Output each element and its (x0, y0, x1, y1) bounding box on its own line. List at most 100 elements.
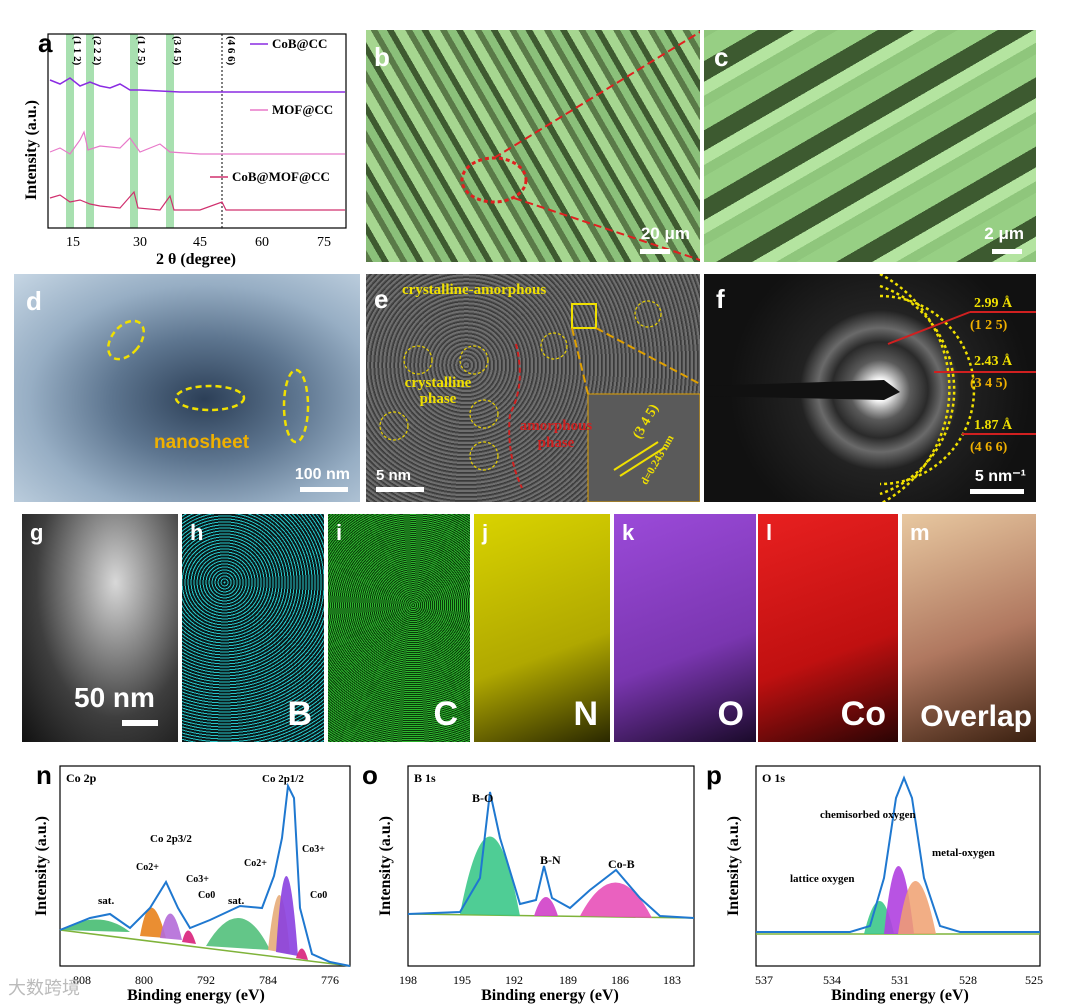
panel-o-xps-b1s: B 1s B-O B-N Co-B 198 195 192 189 186 18… (360, 758, 700, 1004)
svg-text:808: 808 (73, 973, 91, 987)
svg-text:534: 534 (823, 973, 841, 987)
svg-text:metal-oxygen: metal-oxygen (932, 847, 995, 859)
ring-1-d: 2.99 Å (974, 296, 1013, 311)
panel-label-h: h (190, 520, 204, 545)
svg-text:792: 792 (197, 973, 215, 987)
svg-text:30: 30 (133, 235, 147, 250)
svg-text:537: 537 (755, 973, 773, 987)
panel-label-b: b (374, 42, 390, 72)
panel-a-xrd: CoB@CC MOF@CC CoB@MOF@CC (1 1 2) (2 2 2)… (0, 20, 360, 270)
scale-bar-g (122, 720, 158, 726)
panel-label-p: p (706, 760, 722, 790)
svg-text:sat.: sat. (228, 895, 244, 907)
panel-label-f: f (716, 284, 725, 314)
scale-label-c: 2 μm (984, 224, 1024, 243)
xrd-chart: CoB@CC MOF@CC CoB@MOF@CC (1 1 2) (2 2 2)… (23, 33, 347, 268)
element-label-b: B (287, 695, 312, 733)
svg-text:MOF@CC: MOF@CC (272, 102, 333, 117)
svg-text:Co 2p1/2: Co 2p1/2 (262, 773, 304, 785)
map-co: l Co (758, 514, 898, 742)
panel-c-sem: c 2 μm (704, 30, 1036, 262)
panel-label-k: k (622, 520, 635, 545)
scale-bar-e (376, 487, 424, 492)
scale-label-b: 20 μm (640, 224, 690, 243)
svg-text:(2 2 2): (2 2 2) (91, 36, 103, 66)
svg-text:B-O: B-O (472, 791, 493, 805)
watermark: 大数跨境 (8, 978, 80, 998)
svg-text:CoB@CC: CoB@CC (272, 36, 327, 51)
map-n: j N (474, 514, 610, 742)
svg-text:Binding energy (eV): Binding energy (eV) (831, 987, 969, 1004)
map-overlap: m Overlap (902, 514, 1036, 742)
nanosheet-annotation: nanosheet (154, 432, 250, 453)
ring-1-hkl: (1 2 5) (970, 318, 1008, 333)
crystalline-amorphous-title: crystalline-amorphous (402, 282, 547, 298)
svg-text:CoB@MOF@CC: CoB@MOF@CC (232, 169, 330, 184)
crystalline-phase-label: crystalline phase (404, 375, 472, 407)
svg-text:Co-B: Co-B (608, 857, 635, 871)
svg-text:15: 15 (66, 235, 80, 250)
svg-text:lattice oxygen: lattice oxygen (790, 873, 854, 885)
ring-2-hkl: (3 4 5) (970, 376, 1008, 391)
svg-text:45: 45 (193, 235, 207, 250)
panel-label-c: c (714, 42, 729, 72)
element-label-n: N (573, 695, 598, 733)
svg-text:75: 75 (317, 235, 331, 250)
panel-f-saed: f 2.99 Å (1 2 5) 2.43 Å (3 4 5) 1.87 Å (… (704, 274, 1036, 502)
svg-text:Co2+: Co2+ (136, 862, 159, 873)
scale-label-e: 5 nm (376, 467, 412, 484)
panel-label-l: l (766, 520, 773, 545)
svg-text:784: 784 (259, 973, 277, 987)
trace-cobmof (49, 190, 345, 211)
svg-text:O 1s: O 1s (762, 771, 785, 785)
svg-text:(1 2 5): (1 2 5) (135, 36, 147, 66)
panel-label-j: j (482, 520, 489, 545)
panel-d-tem: d nanosheet 100 nm (14, 274, 360, 502)
svg-text:Intensity (a.u.): Intensity (a.u.) (377, 816, 394, 916)
ring-2-d: 2.43 Å (974, 354, 1013, 369)
svg-text:Co3+: Co3+ (186, 874, 209, 885)
trace-cob (49, 77, 345, 93)
panel-g-haadf: g 50 nm (22, 514, 178, 742)
scale-label-d: 100 nm (294, 466, 350, 483)
panel-label-m: m (910, 520, 930, 545)
scale-bar-d (300, 487, 348, 492)
element-label-o: O (717, 695, 744, 733)
svg-text:Intensity (a.u.): Intensity (a.u.) (725, 816, 742, 916)
amorphous-phase-label: amorphous phase (519, 418, 593, 451)
svg-text:Co3+: Co3+ (302, 844, 325, 855)
svg-text:2 θ (degree): 2 θ (degree) (156, 251, 236, 268)
scale-bar-c (992, 249, 1022, 254)
svg-text:Binding energy (eV): Binding energy (eV) (127, 987, 265, 1004)
svg-text:Co 2p: Co 2p (66, 771, 97, 785)
map-b: h B (182, 514, 324, 742)
scale-label-g: 50 nm (74, 682, 155, 713)
element-label-c: C (433, 695, 458, 733)
ring-3-d: 1.87 Å (974, 418, 1013, 433)
svg-text:chemisorbed oxygen: chemisorbed oxygen (820, 809, 916, 821)
svg-text:Intensity (a.u.): Intensity (a.u.) (33, 816, 50, 916)
svg-text:183: 183 (663, 973, 681, 987)
svg-text:Co0: Co0 (310, 890, 327, 901)
svg-text:60: 60 (255, 235, 269, 250)
svg-text:Co2+: Co2+ (244, 858, 267, 869)
panel-label-e: e (374, 284, 389, 314)
svg-text:195: 195 (453, 973, 471, 987)
trace-mof (49, 130, 345, 155)
svg-text:Co0: Co0 (198, 890, 215, 901)
svg-text:Intensity (a.u.): Intensity (a.u.) (23, 100, 40, 200)
panel-p-xps-o1s: O 1s chemisorbed oxygen metal-oxygen lat… (700, 758, 1080, 1004)
map-c: i C (328, 514, 470, 742)
panel-n-xps-co2p: Co 2p sat. Co 2p3/2 Co2+ Co3+ Co0 sat. C… (0, 758, 360, 1004)
svg-text:B-N: B-N (540, 853, 561, 867)
svg-text:189: 189 (559, 973, 577, 987)
ring-3-hkl: (4 6 6) (970, 440, 1008, 455)
panel-label-d: d (26, 286, 42, 316)
svg-text:Co 2p3/2: Co 2p3/2 (150, 833, 192, 845)
svg-text:776: 776 (321, 973, 339, 987)
scale-label-f: 5 nm⁻¹ (974, 468, 1026, 485)
map-o: k O (614, 514, 756, 742)
scale-bar-b (640, 249, 670, 254)
panel-e-hrtem: e crystalline-amorphous crystalline phas… (366, 274, 700, 502)
element-label-co: Co (840, 695, 886, 733)
